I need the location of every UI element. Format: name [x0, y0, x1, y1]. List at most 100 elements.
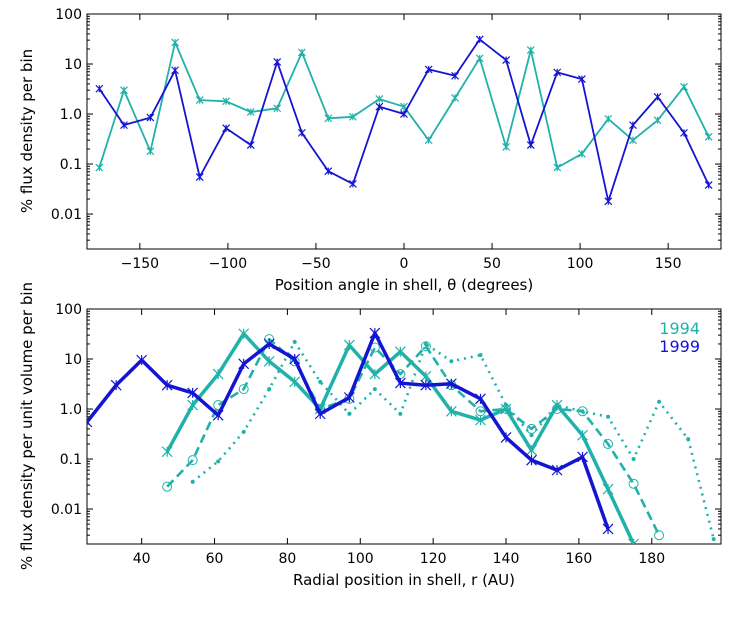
- series-line: [191, 340, 715, 540]
- x-tick-label: −100: [209, 256, 247, 272]
- data-point: [161, 446, 173, 458]
- y-tick-label: 100: [55, 7, 82, 23]
- series-line: [87, 331, 610, 530]
- data-point: [195, 96, 204, 105]
- data-point: [161, 379, 173, 391]
- y-tick-label: 10: [64, 352, 82, 368]
- data-point: [289, 353, 301, 365]
- data-point: [238, 384, 249, 395]
- data-point: [289, 376, 301, 388]
- data-point: [526, 454, 537, 466]
- data-point: [273, 58, 282, 66]
- data-point: [680, 128, 688, 137]
- data-point: [603, 438, 614, 449]
- data-point: [263, 355, 275, 367]
- data-point: [475, 35, 484, 44]
- x-tick-label: −150: [121, 256, 159, 272]
- data-point: [577, 75, 586, 83]
- data-point: [653, 92, 662, 101]
- x-tick-label: 150: [655, 256, 682, 272]
- data-point: [551, 464, 563, 476]
- data-point: [420, 379, 432, 391]
- data-point: [424, 65, 433, 74]
- data-point: [423, 341, 428, 346]
- series-1994-dotted: [190, 339, 716, 542]
- x-tick-label: 80: [278, 551, 296, 567]
- y-tick-label: 1.0: [60, 402, 82, 418]
- x-tick-label: −50: [301, 256, 331, 272]
- data-point: [680, 82, 688, 91]
- panel-top-series: [95, 35, 713, 206]
- data-point: [375, 95, 384, 103]
- data-point: [394, 346, 406, 358]
- data-point: [273, 104, 282, 113]
- panel-bottom-ticks: 40 60 80 100 120 140 160 180 0.01 0.1 1.0 10 100: [51, 302, 721, 567]
- data-point: [347, 411, 352, 416]
- series-line: [165, 331, 636, 544]
- y-tick-label: 1.0: [60, 107, 82, 123]
- x-tick-label: 160: [566, 551, 593, 567]
- x-tick-label: 40: [133, 551, 151, 567]
- data-point: [711, 537, 716, 542]
- data-point: [369, 368, 381, 380]
- data-point: [628, 538, 639, 544]
- panel-top-ylabel: % flux density per bin: [18, 49, 36, 213]
- data-point: [475, 54, 484, 63]
- series-1999: [95, 35, 713, 206]
- data-point: [628, 478, 639, 489]
- panel-top-ticks: −150 −100 −50 0 50 100 150 0.01 0.1 1.0 10 100: [51, 7, 721, 272]
- data-point: [529, 433, 534, 438]
- data-point: [238, 358, 250, 370]
- data-point: [297, 128, 306, 137]
- data-point: [445, 405, 457, 417]
- data-point: [267, 387, 272, 392]
- data-point: [246, 141, 255, 149]
- data-point: [526, 444, 537, 456]
- panel-top: −150 −100 −50 0 50 100 150 0.01 0.1 1.0 10 100 Posi…: [18, 7, 722, 294]
- data-point: [475, 414, 486, 426]
- data-point: [238, 328, 250, 340]
- panel-top-xlabel: Position angle in shell, θ (degrees): [275, 276, 533, 294]
- data-point: [420, 341, 431, 352]
- data-point: [526, 46, 535, 54]
- data-point: [212, 409, 224, 421]
- data-point: [171, 38, 179, 47]
- series-1994-solid: [161, 328, 639, 544]
- data-point: [577, 149, 586, 158]
- y-tick-label: 0.01: [51, 207, 82, 223]
- data-point: [398, 411, 403, 416]
- series-1994: [95, 38, 713, 172]
- data-point: [602, 523, 614, 535]
- data-point: [349, 180, 357, 188]
- panel-bottom-xlabel: Radial position in shell, r (AU): [293, 571, 515, 589]
- y-tick-label: 0.1: [60, 452, 82, 468]
- data-point: [400, 110, 408, 118]
- data-point: [629, 136, 637, 145]
- data-point: [686, 437, 691, 442]
- y-tick-label: 0.01: [51, 502, 82, 518]
- data-point: [553, 163, 562, 172]
- data-point: [394, 377, 406, 389]
- data-point: [120, 121, 128, 130]
- x-tick-label: 0: [400, 256, 409, 272]
- data-point: [136, 354, 148, 366]
- data-point: [241, 429, 246, 434]
- y-tick-label: 0.1: [60, 157, 82, 173]
- data-point: [580, 409, 585, 414]
- data-point: [292, 339, 297, 344]
- data-point: [420, 370, 432, 382]
- data-point: [110, 379, 122, 391]
- data-point: [195, 173, 204, 181]
- panel-bottom: 40 60 80 100 120 140 160 180 0.01 0.1 1.0 10 100 Rad…: [18, 282, 722, 589]
- x-tick-label: 100: [347, 551, 374, 567]
- data-point: [657, 399, 662, 404]
- data-point: [602, 483, 614, 495]
- data-point: [606, 414, 611, 419]
- data-point: [604, 114, 613, 123]
- data-point: [654, 530, 665, 541]
- data-point: [343, 392, 355, 403]
- data-point: [502, 56, 511, 64]
- data-point: [369, 327, 381, 339]
- data-point: [526, 141, 535, 149]
